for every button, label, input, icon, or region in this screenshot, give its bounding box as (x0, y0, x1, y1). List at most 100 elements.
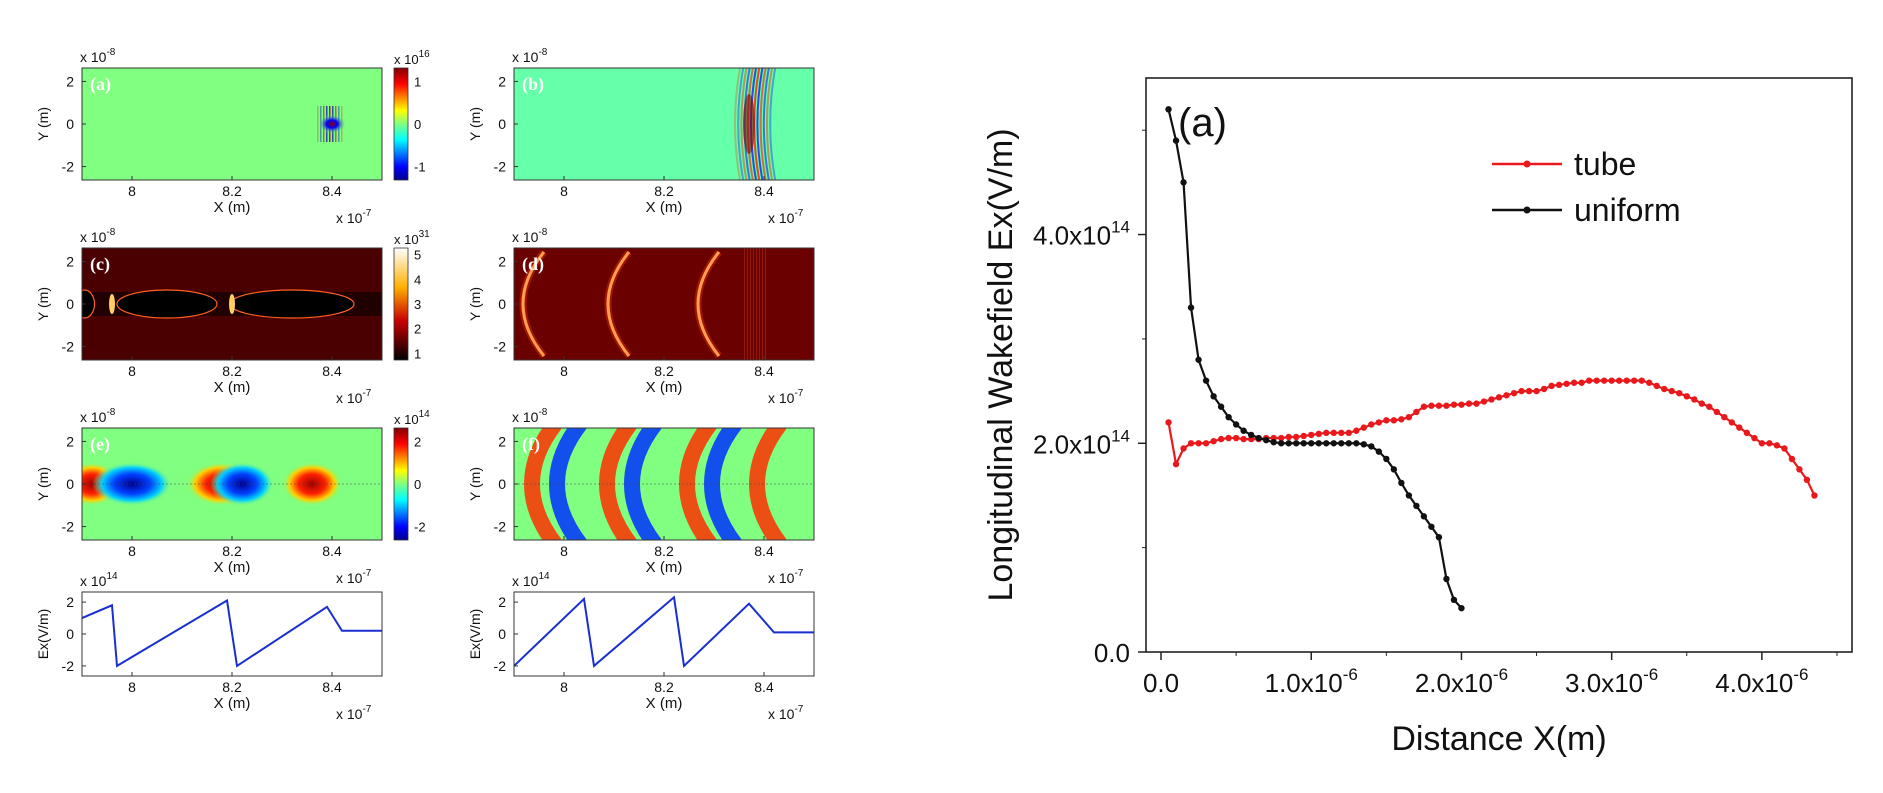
y-axis-label: Longitudinal Wakefield Ex(V/m) (982, 128, 1020, 601)
data-point-tube (1195, 440, 1202, 447)
x-tick-label: 8 (128, 679, 136, 695)
y-exponent-label: x 10-8 (512, 47, 548, 65)
data-point-tube (1360, 424, 1368, 431)
x-tick-label: 8.2 (222, 183, 242, 199)
data-point-uniform (1270, 439, 1277, 446)
data-point-uniform (1195, 356, 1202, 363)
x-tick-label: 8.4 (754, 679, 774, 695)
colorbar-exponent: x 1031 (394, 229, 430, 247)
y-exponent-label: x 10-8 (512, 407, 548, 425)
x-tick-label: 8.2 (222, 679, 242, 695)
plot-frame (1145, 77, 1853, 653)
y-tick-label: 2 (498, 594, 506, 610)
colorbar-tick-label: 0 (414, 117, 421, 132)
panel-f-axes: 2 0 -2 8 8.2 8.4 X (m) x 10-7 x 10-8 Y (m) (467, 407, 815, 586)
x-tick-label: 8 (560, 543, 568, 559)
data-point-tube (1593, 377, 1600, 384)
data-point-uniform (1383, 455, 1390, 463)
x-exponent-label: x 10-7 (768, 388, 804, 406)
data-point-tube (1751, 434, 1758, 442)
data-point-tube (1766, 440, 1773, 447)
y-tick-label: 2 (66, 594, 74, 610)
colorbar-tick-label: 2 (414, 322, 421, 337)
data-point-uniform (1210, 393, 1217, 400)
y-tick-label: 0 (66, 296, 74, 312)
data-point-tube (1585, 377, 1593, 384)
x-tick-label: 0.0 (1143, 668, 1179, 698)
data-point-tube (1330, 429, 1337, 437)
data-point-tube (1293, 433, 1300, 441)
data-point-uniform (1390, 466, 1398, 473)
y-tick-label: -2 (494, 519, 507, 535)
data-point-tube (1646, 379, 1653, 386)
x-exponent-label: x 10-7 (768, 568, 804, 586)
data-point-tube (1232, 434, 1240, 442)
legend: tube uniform (1492, 146, 1681, 228)
x-tick-label: 8.4 (754, 183, 774, 199)
y-axis-label: Y (m) (35, 287, 51, 321)
y-axis-label: Y (m) (467, 287, 483, 321)
y-exponent-label: x 1014 (512, 571, 550, 589)
colorbar-tick-label: 5 (414, 248, 421, 263)
legend-tube-label: tube (1574, 146, 1636, 182)
y-exponent-label: x 10-8 (80, 227, 116, 245)
panel-e-label: (e) (90, 434, 110, 455)
data-point-tube (1676, 389, 1683, 397)
x-tick-label: 8.4 (322, 679, 342, 695)
y-tick-label: 2.0x1014 (1033, 426, 1130, 459)
data-point-tube (1420, 403, 1428, 410)
y-tick-label: -2 (62, 658, 75, 674)
y-tick-label: 0 (498, 296, 506, 312)
panel-d-field (514, 248, 814, 360)
data-point-tube (1788, 455, 1796, 463)
data-point-tube (1811, 492, 1818, 499)
data-point-tube (1277, 434, 1285, 442)
data-point-tube (1300, 432, 1307, 440)
x-tick-label: 8 (128, 543, 136, 559)
data-point-uniform (1338, 440, 1345, 447)
ex-profile-1-axes: 2 0 -2 8 8.2 8.4 X (m) x 10-7 x 1014 Ex(V/m) (467, 571, 815, 722)
x-axis-label: X (m) (214, 559, 251, 576)
data-point-tube (1630, 377, 1638, 384)
data-point-tube (1773, 442, 1781, 449)
data-point-tube (1698, 400, 1705, 407)
x-exponent-label: x 10-7 (768, 208, 804, 226)
data-point-tube (1488, 396, 1495, 403)
x-exponent-label: x 10-7 (768, 704, 804, 722)
data-point-uniform (1323, 440, 1330, 447)
x-tick-label: 8 (128, 183, 136, 199)
data-point-tube (1570, 379, 1578, 386)
x-axis-label: X (m) (214, 695, 251, 712)
data-point-uniform (1225, 413, 1232, 421)
panel-d-label: (d) (522, 254, 544, 275)
data-point-uniform (1443, 575, 1450, 583)
data-point-tube (1706, 403, 1713, 410)
panel-f-label: (f) (522, 434, 540, 455)
x-tick-label: 8.4 (322, 363, 342, 379)
data-point-tube (1548, 382, 1555, 390)
x-axis-label: X (m) (646, 379, 683, 396)
data-point-tube (1180, 445, 1187, 452)
data-point-tube (1473, 400, 1480, 407)
data-point-tube (1510, 389, 1518, 397)
data-point-tube (1172, 460, 1180, 468)
data-point-tube (1796, 466, 1803, 473)
data-point-uniform (1368, 443, 1375, 450)
x-exponent-label: x 10-7 (336, 208, 372, 226)
data-point-tube (1600, 377, 1608, 384)
colorbar-exponent: x 1016 (394, 49, 430, 67)
data-point-uniform (1293, 440, 1300, 447)
data-point-tube (1518, 387, 1525, 395)
data-point-tube (1390, 417, 1398, 424)
data-point-tube (1383, 417, 1390, 424)
x-tick-label: 8.2 (222, 363, 242, 379)
data-point-uniform (1262, 436, 1270, 444)
y-tick-label: -2 (494, 339, 507, 355)
y-tick-label: 0 (498, 116, 506, 132)
y-exponent-label: x 1014 (80, 571, 118, 589)
data-point-tube (1225, 434, 1232, 442)
x-exponent-label: x 10-7 (336, 568, 372, 586)
data-point-uniform (1187, 304, 1195, 311)
data-point-tube (1781, 445, 1788, 452)
data-point-uniform (1405, 492, 1413, 499)
